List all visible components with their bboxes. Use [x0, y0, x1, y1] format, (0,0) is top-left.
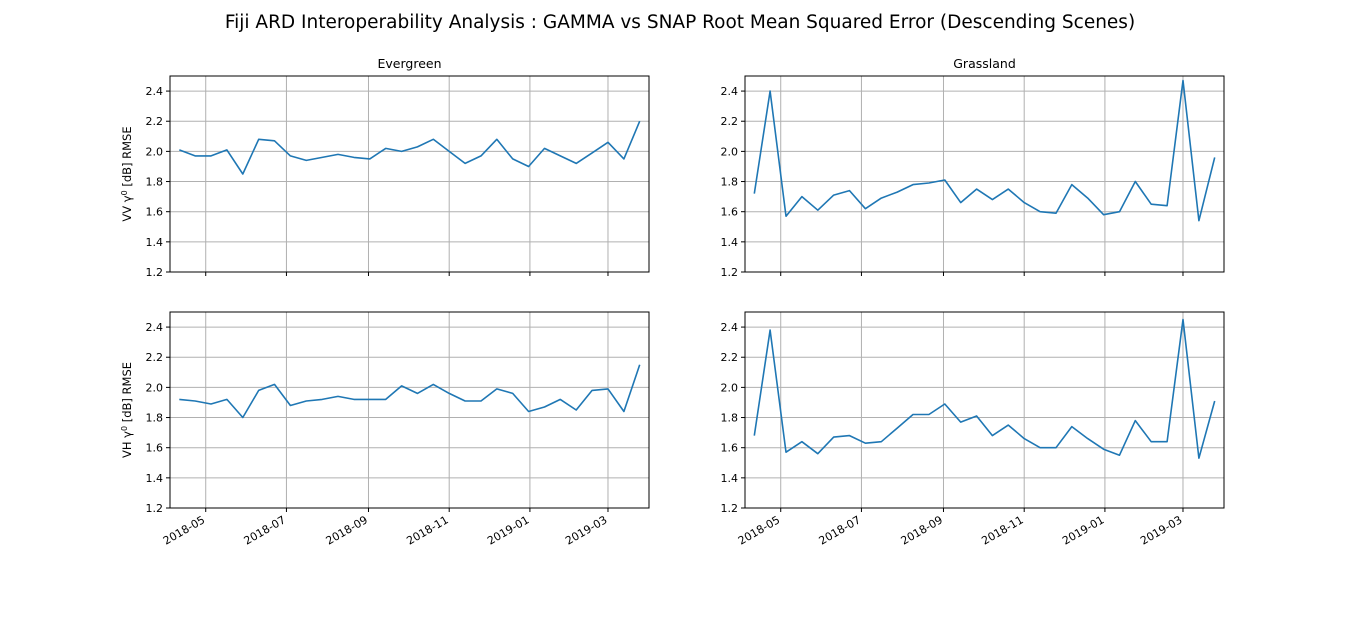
y-axis-label: VH γ0 [dB] RMSE — [120, 362, 134, 458]
y-tick-label: 2.2 — [721, 351, 739, 364]
axes-frame — [169, 75, 650, 273]
series-line — [179, 364, 641, 419]
panel-grassland-vv: Grassland 1.2 1.4 1.6 1.8 2.0 2.2 2.4 — [721, 56, 1225, 279]
y-tick-label: 2.0 — [721, 381, 739, 394]
y-tick-label: 1.4 — [721, 236, 739, 249]
y-tick-label: 1.6 — [146, 442, 164, 455]
y-tick-label: 1.4 — [146, 472, 164, 485]
y-tick-label: 2.4 — [146, 85, 164, 98]
axes-frame — [744, 311, 1225, 509]
y-tick-label: 2.2 — [146, 351, 164, 364]
y-tick-label: 1.6 — [146, 206, 164, 219]
axes-frame — [169, 311, 650, 509]
y-tick-label: 2.4 — [146, 321, 164, 334]
series-line — [753, 79, 1216, 222]
panel-title: Grassland — [953, 56, 1016, 71]
y-tick-label: 1.6 — [721, 206, 739, 219]
y-tick-label: 1.2 — [146, 502, 164, 515]
panel-title: Evergreen — [377, 56, 441, 71]
y-tick-label: 1.8 — [721, 412, 739, 425]
y-tick-label: 2.2 — [721, 115, 739, 128]
y-tick-label: 1.2 — [146, 266, 164, 279]
y-tick-label: 1.8 — [146, 176, 164, 189]
panel-evergreen-vv: Evergreen 1.2 1.4 1.6 1.8 2.0 2.2 2.4 VV γ0 [dB… — [120, 56, 650, 279]
y-tick-label: 2.4 — [721, 85, 739, 98]
series-line — [179, 120, 641, 175]
y-tick-label: 2.0 — [146, 145, 164, 158]
axes-frame — [744, 75, 1225, 273]
y-tick-label: 1.4 — [721, 472, 739, 485]
y-tick-label: 1.8 — [146, 412, 164, 425]
y-tick-label: 2.2 — [146, 115, 164, 128]
y-tick-label: 1.4 — [146, 236, 164, 249]
y-tick-label: 1.8 — [721, 176, 739, 189]
y-tick-label: 2.4 — [721, 321, 739, 334]
y-axis-label: VV γ0 [dB] RMSE — [120, 126, 134, 221]
y-tick-label: 1.6 — [721, 442, 739, 455]
y-tick-label: 1.2 — [721, 266, 739, 279]
y-tick-label: 2.0 — [146, 381, 164, 394]
figure-title: Fiji ARD Interoperability Analysis : GAM… — [225, 12, 1135, 33]
y-tick-label: 1.2 — [721, 502, 739, 515]
y-tick-label: 2.0 — [721, 145, 739, 158]
series-line — [753, 318, 1216, 460]
